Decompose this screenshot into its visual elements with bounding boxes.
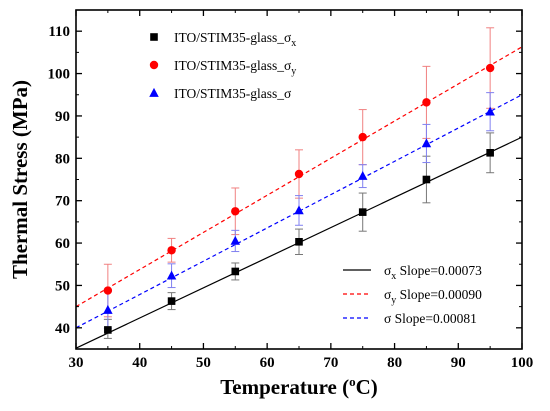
data-point-triangle bbox=[230, 235, 241, 245]
legend-marker-circle bbox=[149, 60, 159, 70]
data-point-square bbox=[486, 149, 494, 157]
fit-line bbox=[75, 46, 523, 308]
fit-legend-rest: Slope=0.00090 bbox=[396, 287, 482, 302]
x-tick-label: 40 bbox=[132, 355, 147, 371]
x-axis-title-main: Temperature ( bbox=[220, 375, 349, 399]
data-point-square bbox=[295, 237, 303, 246]
data-point-square bbox=[104, 326, 112, 334]
x-tick-label: 60 bbox=[260, 355, 275, 371]
data-point-square bbox=[358, 208, 367, 216]
fit-legend-rest: Slope=0.00073 bbox=[396, 263, 482, 278]
x-tick-label: 30 bbox=[69, 355, 84, 371]
data-point-circle bbox=[103, 286, 113, 295]
y-axis-title: Thermal Stress (MPa) bbox=[8, 80, 32, 279]
data-point-square bbox=[167, 297, 176, 305]
ticks-layer: 30 40 50 60 70 80 90 100 40 50 60 70 80 90 100 110 bbox=[48, 10, 534, 371]
legend-label-main: ITO/STIM35-glass_σ bbox=[174, 58, 292, 73]
data-points-layer bbox=[103, 63, 495, 334]
data-point-circle bbox=[231, 207, 240, 216]
y-tick-label: 50 bbox=[55, 278, 70, 294]
data-point-triangle bbox=[485, 106, 495, 116]
data-point-circle bbox=[485, 63, 495, 73]
legend-marker-square bbox=[150, 33, 158, 41]
y-tick-label: 90 bbox=[55, 109, 70, 125]
data-point-square bbox=[231, 267, 240, 276]
data-point-square bbox=[422, 175, 431, 184]
data-point-triangle bbox=[421, 138, 432, 148]
y-tick-label: 110 bbox=[48, 24, 70, 40]
data-point-circle bbox=[167, 246, 176, 255]
legend-marker-triangle bbox=[149, 87, 159, 97]
fit-legend-sub: x bbox=[391, 271, 396, 282]
y-tick-label: 80 bbox=[55, 151, 70, 167]
fit-legend-main: σ bbox=[384, 263, 392, 278]
x-axis-title: Temperature (oC) bbox=[220, 374, 378, 399]
legend-label: ITO/STIM35-glass_σy bbox=[174, 58, 296, 77]
fit-legend-main: σ bbox=[384, 311, 392, 326]
x-tick-label: 70 bbox=[323, 355, 338, 371]
data-point-triangle bbox=[166, 270, 177, 280]
data-point-circle bbox=[294, 169, 304, 179]
legend-label-sub: x bbox=[291, 38, 296, 49]
fit-legend-label: σ Slope=0.00081 bbox=[384, 311, 477, 326]
fit-legend-label: σx Slope=0.00073 bbox=[384, 263, 482, 282]
legend-label: ITO/STIM35-glass_σ bbox=[174, 86, 292, 101]
data-point-circle bbox=[422, 98, 431, 107]
x-tick-label: 90 bbox=[451, 355, 466, 371]
data-point-triangle bbox=[357, 171, 368, 180]
data-point-triangle bbox=[294, 205, 304, 215]
x-axis-title-sup: o bbox=[349, 374, 356, 389]
legend-label: ITO/STIM35-glass_σx bbox=[174, 30, 296, 49]
x-tick-label: 50 bbox=[196, 355, 211, 371]
data-point-triangle bbox=[103, 304, 113, 314]
fit-legend-label: σy Slope=0.00090 bbox=[384, 287, 482, 306]
fit-legend-rest: Slope=0.00081 bbox=[391, 311, 477, 326]
x-tick-label: 80 bbox=[387, 355, 402, 371]
x-axis-title-end: C) bbox=[356, 375, 378, 399]
legend-label-main: ITO/STIM35-glass_σ bbox=[174, 86, 292, 101]
y-tick-label: 100 bbox=[48, 67, 71, 83]
y-tick-label: 40 bbox=[55, 321, 70, 337]
x-tick-label: 100 bbox=[511, 355, 534, 371]
y-tick-label: 60 bbox=[55, 236, 70, 252]
fit-legend-main: σ bbox=[384, 287, 392, 302]
data-point-circle bbox=[358, 132, 367, 142]
series-legend: ITO/STIM35-glass_σxITO/STIM35-glass_σyIT… bbox=[149, 30, 296, 101]
fit-legend-sub: y bbox=[391, 295, 396, 306]
legend-label-main: ITO/STIM35-glass_σ bbox=[174, 30, 292, 45]
legend-label-sub: y bbox=[291, 66, 296, 77]
y-tick-label: 70 bbox=[55, 194, 70, 210]
